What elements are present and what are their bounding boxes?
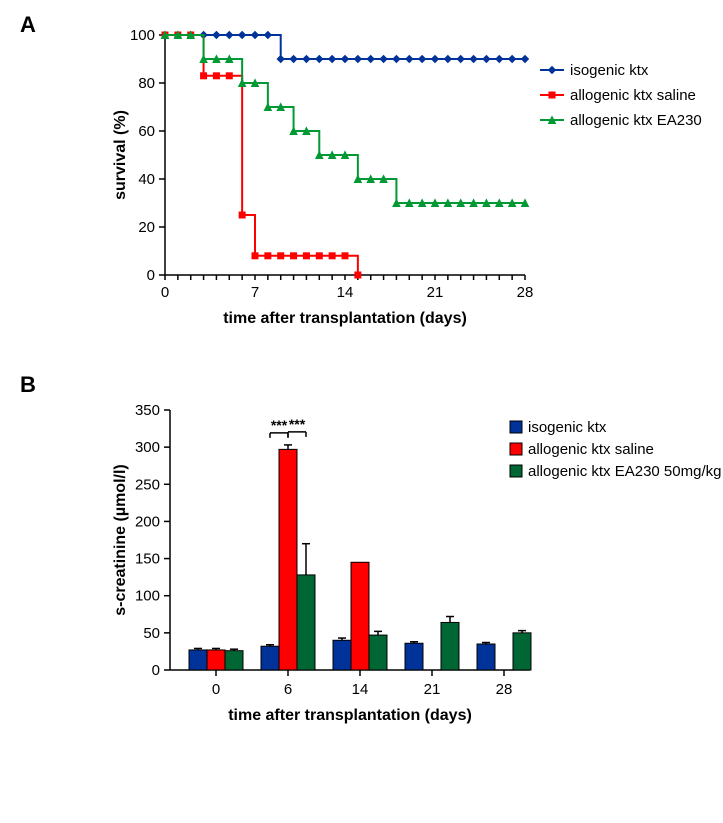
- svg-text:allogenic ktx EA230 50mg/kg: allogenic ktx EA230 50mg/kg: [528, 463, 721, 480]
- svg-text:150: 150: [135, 551, 160, 568]
- svg-text:40: 40: [138, 171, 155, 188]
- svg-text:14: 14: [352, 681, 369, 698]
- svg-text:21: 21: [424, 681, 441, 698]
- svg-text:survival (%): survival (%): [112, 110, 129, 200]
- panel-b: B 05010015020025030035006142128time afte…: [20, 380, 703, 730]
- svg-text:7: 7: [251, 284, 259, 301]
- svg-text:80: 80: [138, 75, 155, 92]
- svg-text:14: 14: [337, 284, 354, 301]
- svg-text:0: 0: [152, 662, 160, 679]
- panel-a-chart: 0 20 40 60 80 100 0 7 14 21 28 time after transplan…: [110, 20, 703, 330]
- svg-text:50: 50: [143, 625, 160, 642]
- svg-text:100: 100: [130, 27, 155, 44]
- svg-text:350: 350: [135, 402, 160, 419]
- svg-text:s-creatinine (µmol/l): s-creatinine (µmol/l): [112, 464, 129, 615]
- svg-text:***: ***: [271, 417, 288, 433]
- panel-a-label: A: [20, 12, 36, 38]
- svg-text:0: 0: [147, 267, 155, 284]
- svg-text:20: 20: [138, 219, 155, 236]
- panel-b-chart: 0 50 100 150 200 250 300 350 0 6 14 21 28 time after …: [110, 380, 703, 730]
- svg-text:time after transplantation (da: time after transplantation (days): [223, 310, 467, 327]
- panel-a: A 02040608010007142128time after transpl…: [20, 20, 703, 330]
- svg-text:300: 300: [135, 439, 160, 456]
- svg-text:0: 0: [212, 681, 220, 698]
- svg-text:allogenic ktx saline: allogenic ktx saline: [570, 87, 696, 104]
- panel-b-label: B: [20, 372, 36, 398]
- svg-text:28: 28: [517, 284, 534, 301]
- svg-text:28: 28: [496, 681, 513, 698]
- svg-text:allogenic ktx EA230: allogenic ktx EA230: [570, 112, 702, 129]
- svg-text:100: 100: [135, 588, 160, 605]
- svg-text:isogenic ktx: isogenic ktx: [570, 62, 649, 79]
- svg-text:0: 0: [161, 284, 169, 301]
- svg-text:***: ***: [289, 416, 306, 432]
- svg-text:isogenic ktx: isogenic ktx: [528, 419, 607, 436]
- svg-text:21: 21: [427, 284, 444, 301]
- svg-text:allogenic ktx saline: allogenic ktx saline: [528, 441, 654, 458]
- svg-text:6: 6: [284, 681, 292, 698]
- svg-text:250: 250: [135, 476, 160, 493]
- figure-container: A 02040608010007142128time after transpl…: [20, 20, 703, 730]
- svg-text:200: 200: [135, 513, 160, 530]
- svg-text:time after transplantation (da: time after transplantation (days): [228, 707, 472, 724]
- svg-text:60: 60: [138, 123, 155, 140]
